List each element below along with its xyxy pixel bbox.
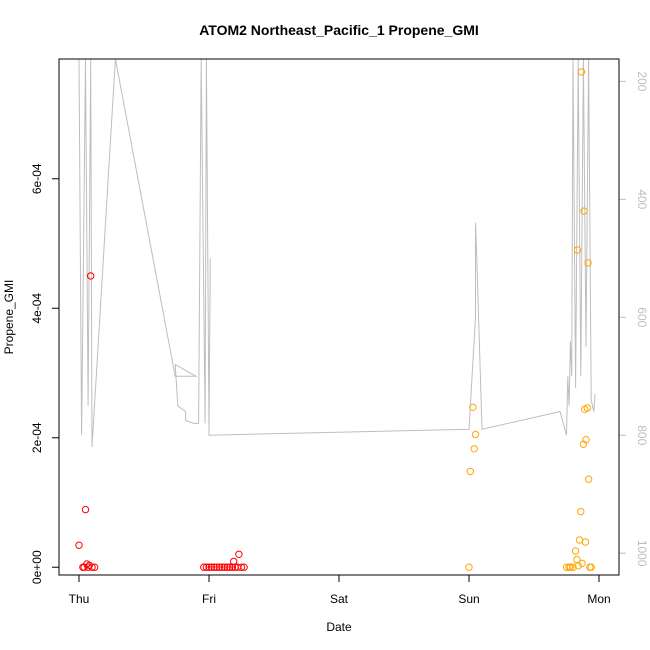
data-point [240, 563, 248, 571]
data-point [577, 68, 586, 76]
data-point [215, 563, 224, 571]
y-tick-label: 0e+00 [30, 550, 44, 584]
pressure-line-layer [78, 58, 596, 448]
chart-title: ATOM2 Northeast_Pacific_1 Propene_GMI [199, 22, 479, 38]
y-tick-label: 4e-04 [30, 293, 44, 324]
right-axis-tick-label: 400 [635, 189, 649, 209]
axes-layer: Thu Fri Sat Sun Mon 0e+00 2e-04 4e-04 6e-04 200 40… [30, 71, 649, 606]
plot-frame [58, 58, 620, 576]
data-point [584, 475, 593, 483]
data-point [571, 547, 580, 555]
x-tick-label: Thu [69, 592, 90, 606]
data-point [465, 563, 473, 571]
data-point [90, 563, 99, 571]
x-axis-label: Date [326, 620, 352, 634]
data-point [226, 563, 234, 571]
data-point [202, 563, 211, 571]
data-point [577, 507, 585, 516]
y-axis-label: Propene_GMI [2, 280, 16, 355]
data-point [235, 550, 243, 558]
y-tick-label: 2e-04 [30, 422, 44, 453]
right-axis-tick-label: 800 [635, 425, 649, 445]
data-point [220, 563, 229, 571]
x-tick-label: Mon [587, 592, 610, 606]
data-point [566, 563, 575, 571]
data-point [580, 207, 588, 215]
data-point [583, 404, 591, 412]
pressure-line [78, 58, 596, 448]
data-point [205, 563, 213, 571]
data-point [470, 445, 478, 453]
x-tick-label: Fri [202, 592, 216, 606]
right-axis-tick-label: 600 [635, 307, 649, 327]
data-point [466, 467, 474, 476]
data-point [578, 559, 586, 567]
data-point [573, 246, 582, 254]
data-point [471, 430, 480, 439]
data-point [584, 259, 592, 267]
data-point [218, 563, 226, 571]
data-point [469, 403, 477, 411]
data-point [75, 541, 83, 549]
y-tick-label: 6e-04 [30, 163, 44, 194]
data-point [587, 563, 595, 571]
right-axis-tick-label: 1000 [635, 540, 649, 567]
data-point [237, 563, 246, 571]
data-point [223, 563, 231, 571]
data-point [210, 563, 218, 571]
data-point [574, 562, 582, 570]
data-point [581, 538, 590, 546]
data-point [87, 272, 95, 280]
data-points-layer [75, 68, 595, 571]
data-point [81, 505, 90, 514]
right-axis-tick-label: 200 [635, 71, 649, 91]
data-point [207, 563, 216, 571]
data-point [582, 436, 590, 444]
x-tick-label: Sat [330, 592, 349, 606]
data-point [200, 563, 208, 571]
data-point [213, 563, 221, 571]
data-point [88, 563, 96, 571]
x-tick-label: Sun [458, 592, 479, 606]
data-point [569, 563, 577, 571]
